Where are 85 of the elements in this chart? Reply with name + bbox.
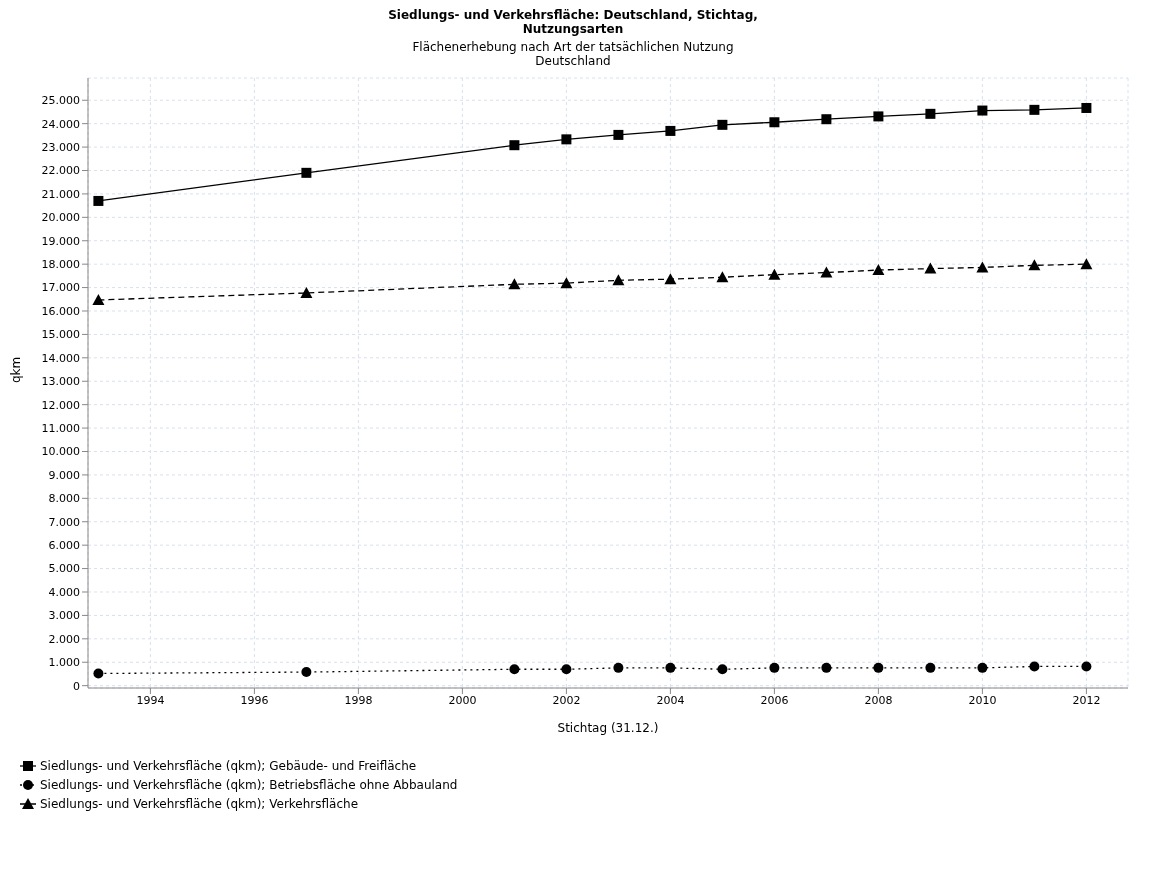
point <box>821 114 832 125</box>
y-tick-label: 22.000 <box>41 164 80 178</box>
x-tick-label: 2010 <box>968 693 997 707</box>
y-tick-label: 17.000 <box>41 281 80 295</box>
x-tick-label: 1994 <box>136 693 165 707</box>
point <box>873 111 884 122</box>
point <box>508 278 521 290</box>
point <box>1029 661 1040 672</box>
y-tick-label: 16.000 <box>41 304 80 318</box>
x-tick-label: 2006 <box>760 693 789 707</box>
point <box>300 286 313 298</box>
point <box>769 117 780 128</box>
point <box>665 662 676 673</box>
point <box>93 195 104 206</box>
x-axis-title: Stichtag (31.12.) <box>557 721 659 735</box>
point <box>820 266 833 278</box>
point <box>301 167 312 178</box>
chart-title: Siedlungs- und Verkehrsfläche: Deutschland, Stichtag, Nutzungsarten <box>387 8 759 36</box>
y-tick-label: 0 <box>73 679 80 693</box>
point <box>509 140 520 151</box>
chart-subtitle: Flächenerhebung nach Art der tatsächlichen Nutzung Deutschland <box>411 40 735 68</box>
point <box>924 262 937 274</box>
x-tick-label: 1996 <box>240 693 269 707</box>
point <box>925 108 936 119</box>
point <box>717 664 728 675</box>
point <box>665 125 676 136</box>
y-tick-label: 11.000 <box>41 421 80 435</box>
point <box>873 662 884 673</box>
point <box>872 264 885 276</box>
y-tick-label: 10.000 <box>41 445 80 459</box>
point <box>717 119 728 130</box>
point <box>509 664 520 675</box>
y-tick-label: 6.000 <box>48 539 80 553</box>
y-axis-title: qkm <box>9 356 24 383</box>
point <box>821 662 832 673</box>
y-tick-label: 19.000 <box>41 234 80 248</box>
point <box>1029 104 1040 115</box>
y-tick-label: 3.000 <box>48 609 80 623</box>
y-tick-label: 5.000 <box>48 562 80 576</box>
y-tick-label: 2.000 <box>48 632 80 646</box>
point <box>716 271 729 283</box>
point <box>976 261 989 273</box>
x-tick-label: 2012 <box>1072 693 1101 707</box>
x-tick-label: 2000 <box>448 693 477 707</box>
point <box>1081 661 1092 672</box>
point <box>561 664 572 675</box>
y-tick-label: 4.000 <box>48 585 80 599</box>
point <box>560 277 573 289</box>
x-tick-label: 2008 <box>864 693 893 707</box>
y-tick-label: 20.000 <box>41 211 80 225</box>
y-tick-label: 1.000 <box>48 656 80 670</box>
point <box>92 293 105 305</box>
y-tick-label: 18.000 <box>41 258 80 272</box>
x-tick-label: 2002 <box>552 693 581 707</box>
point <box>1028 259 1041 271</box>
y-tick-label: 12.000 <box>41 398 80 412</box>
y-tick-label: 7.000 <box>48 515 80 529</box>
point <box>768 268 781 280</box>
point <box>1081 102 1092 113</box>
point <box>561 134 572 145</box>
y-tick-label: 13.000 <box>41 375 80 389</box>
y-tick-label: 9.000 <box>48 468 80 482</box>
legend-label: Siedlungs- und Verkehrsfläche (qkm); Gebäude- und Freifläche <box>40 758 417 773</box>
y-tick-label: 24.000 <box>41 117 80 131</box>
point <box>301 667 312 678</box>
point <box>613 662 624 673</box>
y-tick-label: 25.000 <box>41 94 80 108</box>
point <box>1080 258 1093 270</box>
legend-label: Siedlungs- und Verkehrsfläche (qkm); Verkehrsfläche <box>40 796 359 811</box>
point <box>977 662 988 673</box>
y-tick-label: 14.000 <box>41 351 80 365</box>
y-tick-label: 21.000 <box>41 187 80 201</box>
point <box>769 662 780 673</box>
point <box>664 273 677 285</box>
y-tick-label: 8.000 <box>48 492 80 506</box>
point <box>977 105 988 116</box>
point <box>925 662 936 673</box>
point <box>612 274 625 286</box>
point <box>93 668 104 679</box>
x-tick-label: 2004 <box>656 693 685 707</box>
point <box>613 129 624 140</box>
x-tick-label: 1998 <box>344 693 373 707</box>
y-tick-label: 23.000 <box>41 140 80 154</box>
legend-label: Siedlungs- und Verkehrsfläche (qkm); Betriebsfläche ohne Abbauland <box>40 777 458 792</box>
y-tick-label: 15.000 <box>41 328 80 342</box>
